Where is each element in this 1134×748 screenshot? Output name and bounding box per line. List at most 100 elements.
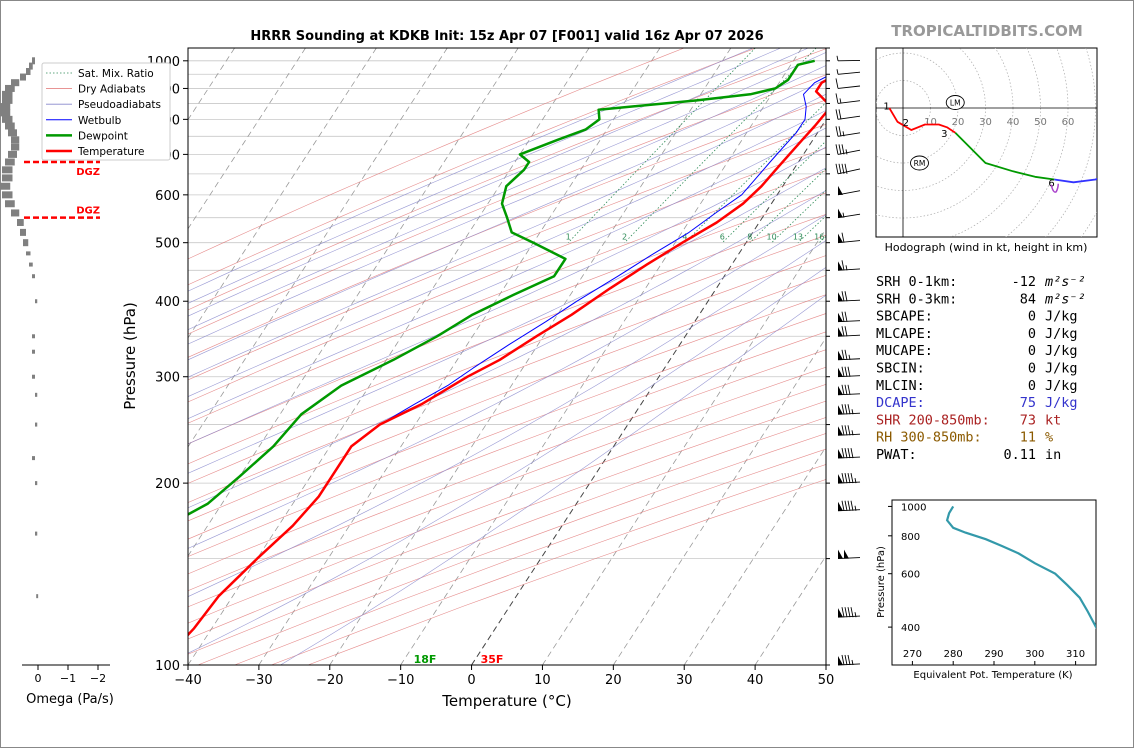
dgz-label: DGZ: [76, 206, 100, 217]
theta-e-x-tick-label: 290: [984, 649, 1003, 660]
theta-e-y-tick-label: 800: [901, 532, 920, 543]
wind-barb: [837, 384, 861, 396]
legend-label: Sat. Mix. Ratio: [78, 68, 154, 80]
dgz-label: DGZ: [76, 167, 100, 178]
wind-barb-feather: [844, 448, 848, 459]
wind-barb-half-feather: [836, 69, 839, 75]
index-value: -12: [1012, 274, 1036, 290]
theta-e-profile: [945, 505, 1096, 630]
index-value: 0: [1028, 378, 1036, 394]
surface-temperature-annotation: 35F: [481, 653, 504, 666]
wind-barb-feather: [841, 349, 845, 360]
hodograph-marker-label: RM: [914, 159, 926, 168]
legend-label: Dewpoint: [78, 130, 128, 142]
skewt-x-tick-label: 0: [467, 673, 475, 688]
omega-bar: [11, 136, 20, 144]
wind-barb-flag: [838, 405, 843, 415]
dry-adiabat-line: [188, 294, 826, 540]
skewt-x-tick-label: −20: [316, 673, 343, 688]
index-unit: kt: [1045, 412, 1061, 428]
wind-barb-flag: [838, 185, 843, 195]
isotherm-line: [188, 48, 377, 339]
pseudoadiabat-line: [188, 48, 809, 317]
wind-barb-flag: [838, 608, 843, 618]
index-value: 11: [1020, 430, 1036, 446]
wind-barb-feather: [835, 144, 839, 155]
theta-e-x-tick-label: 300: [1025, 649, 1044, 660]
isotherm-line: [542, 228, 826, 665]
skewt-x-tick-label: −30: [245, 673, 272, 688]
omega-bar: [11, 209, 20, 217]
theta-e-frame: [891, 499, 1097, 666]
dry-adiabat-line: [188, 74, 826, 335]
legend-label: Wetbulb: [78, 115, 122, 127]
omega-bar: [0, 182, 11, 190]
index-value: 0: [1028, 309, 1036, 325]
theta-e-x-tick-label: 280: [944, 649, 963, 660]
omega-x-tick-label: −2: [90, 672, 106, 685]
hodograph-marker-ring: [910, 155, 929, 171]
mixing-ratio-line: [624, 48, 817, 243]
omega-bar: [0, 109, 11, 117]
skewt-x-tick-label: −10: [387, 673, 414, 688]
pseudoadiabat-line: [188, 167, 826, 474]
legend-label: Dry Adiabats: [78, 84, 146, 96]
hodograph-height-label: 2: [903, 118, 909, 129]
dry-adiabat-line: [188, 48, 685, 260]
wind-barb: [837, 549, 861, 560]
wind-barb-feather: [847, 607, 851, 618]
legend-label: Temperature: [77, 146, 145, 158]
wind-barb-shaft: [837, 85, 861, 89]
wind-barb-flag: [838, 208, 843, 218]
wind-barb: [837, 291, 861, 302]
skewt-x-axis-label: Temperature (°C): [441, 692, 571, 710]
hodograph-height-label: 1: [883, 101, 889, 112]
index-value: 84: [1020, 291, 1036, 307]
wind-barb-flag: [844, 549, 849, 559]
hodograph-ring-label: 50: [1034, 117, 1047, 128]
wind-barb-feather: [847, 366, 851, 377]
wind-barb-half-feather: [845, 265, 848, 271]
pseudoadiabat-line: [188, 48, 781, 304]
dry-adiabat-line: [188, 123, 826, 381]
index-unit: m²s⁻²: [1044, 291, 1086, 307]
wind-barb-feather: [841, 232, 845, 243]
wind-barb: [837, 425, 861, 436]
wind-barb-feather: [841, 404, 845, 415]
omega-bar: [29, 62, 33, 70]
wind-barb-feather: [841, 607, 845, 618]
omega-bar: [2, 90, 13, 98]
legend-label: Pseudoadiabats: [78, 99, 161, 111]
index-unit: J/kg: [1045, 378, 1078, 394]
omega-x-tick-label: −1: [60, 672, 76, 685]
hodograph-height-label: 6: [1048, 178, 1054, 189]
omega-bar: [35, 481, 38, 486]
wind-barb-flag: [838, 233, 843, 243]
index-unit: in: [1045, 447, 1061, 463]
omega-bar: [11, 79, 20, 87]
skewt-y-tick-label: 200: [155, 477, 180, 492]
legend-box: [41, 62, 171, 161]
index-value: 0: [1028, 361, 1036, 377]
wind-barb-shaft: [837, 100, 861, 104]
legend: Sat. Mix. Ratio Dry Adiabats Pseudoadiabat…: [41, 62, 171, 161]
wind-barb-feather: [847, 448, 851, 459]
index-value: 0.11: [1003, 447, 1036, 463]
hodograph-ring-label: 30: [979, 117, 992, 128]
pseudoadiabat-line: [280, 294, 826, 665]
hodograph-marker-label: LM: [950, 99, 961, 108]
hodograph-height-label: 3: [941, 129, 947, 140]
skewt-axes: −40 −30 −20 −10 0 10 20 30 40 50 100 200 300 400 500 60…: [147, 47, 834, 688]
index-unit: J/kg: [1045, 395, 1078, 411]
mixing-ratio-label: 4: [682, 233, 687, 242]
index-value: 0: [1028, 326, 1036, 342]
omega-bar: [2, 174, 13, 182]
pseudoadiabat-line: [188, 240, 826, 597]
index-unit: m²s⁻²: [1044, 274, 1086, 290]
dry-adiabat-line: [188, 234, 826, 484]
hodograph-ring-label: 10: [924, 117, 937, 128]
wind-barb-flag: [838, 292, 843, 302]
isotherm-line: [188, 48, 519, 557]
wind-barb-feather: [835, 126, 839, 137]
